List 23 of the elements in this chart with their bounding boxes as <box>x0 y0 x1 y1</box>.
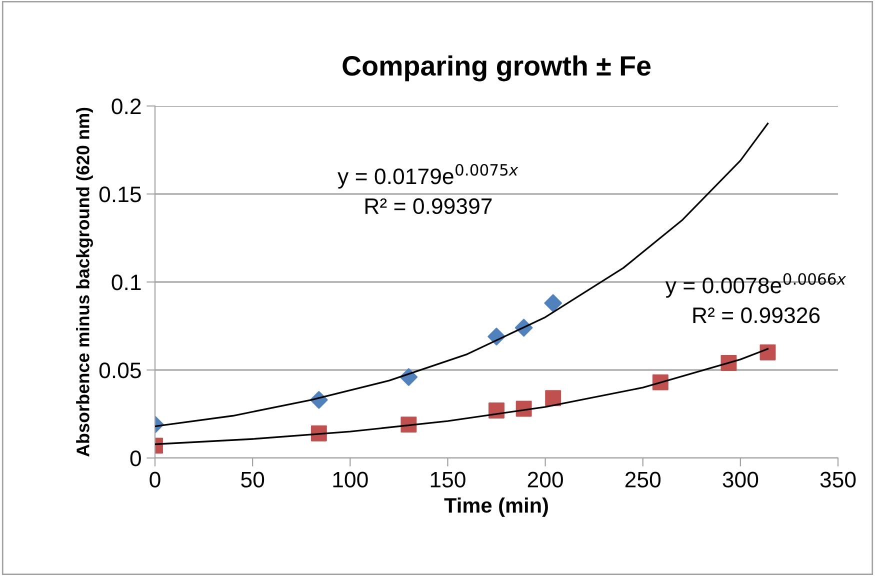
x-tick-label: 300 <box>722 472 758 488</box>
point <box>544 294 562 312</box>
x-tick-label: 100 <box>333 472 368 488</box>
x-tick-label: 350 <box>820 472 856 488</box>
y-tick-label: 0.15 <box>99 186 141 202</box>
point <box>545 390 562 406</box>
point <box>760 344 776 360</box>
y-axis-title: Absorbence minus background (620 nm) <box>76 108 94 457</box>
annotation: y = 0.0078e$^{0.0066x}$ <box>665 273 846 298</box>
annotation: R² = 0.99326 <box>693 307 820 324</box>
x-tick-label: 250 <box>625 472 661 488</box>
annotation: y = 0.0179e$^{0.0075x}$ <box>338 164 518 189</box>
y-tick-label: 0 <box>130 450 141 466</box>
y-tick-label: 0.2 <box>112 98 141 114</box>
x-tick-label: 0 <box>150 472 160 488</box>
x-axis-title: Time (min) <box>444 497 548 517</box>
x-tick-label: 50 <box>241 472 264 488</box>
y-tick-label: 0.1 <box>112 274 141 290</box>
x-tick-label: 150 <box>430 472 466 488</box>
chart-title: Comparing growth ± Fe <box>342 55 651 82</box>
y-tick-label: 0.05 <box>99 362 141 378</box>
annotation: R² = 0.99397 <box>365 198 492 214</box>
x-tick-label: 200 <box>528 472 563 488</box>
